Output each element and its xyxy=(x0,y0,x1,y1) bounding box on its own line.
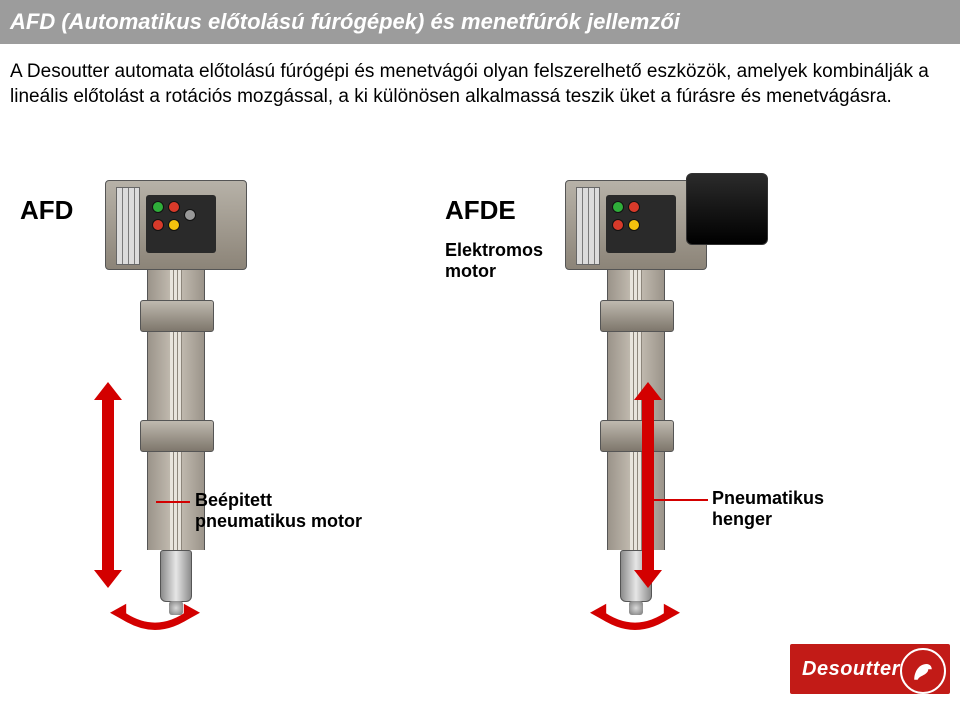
vertical-arrow-icon xyxy=(102,400,114,570)
intro-paragraph: A Desoutter automata előtolású fúrógépi … xyxy=(10,60,940,109)
title-bar: AFD (Automatikus előtolású fúrógépek) és… xyxy=(0,0,960,44)
afde-column xyxy=(607,270,665,550)
electric-motor-icon xyxy=(686,173,768,245)
leader-line xyxy=(652,499,708,501)
leader-line xyxy=(156,501,190,503)
indicator-dot xyxy=(612,201,624,213)
afd-head xyxy=(105,180,247,270)
annot-text: motor xyxy=(445,261,496,281)
afd-control-panel xyxy=(146,195,216,253)
indicator-dot xyxy=(628,219,640,231)
afde-guide-rods xyxy=(576,187,600,265)
indicator-dot xyxy=(152,201,164,213)
indicator-dot xyxy=(168,219,180,231)
indicator-dot xyxy=(168,201,180,213)
rotation-arrow-icon xyxy=(590,602,680,638)
logo-text: Desoutter xyxy=(802,658,900,681)
afde-top-annotation: Elektromos motor xyxy=(445,240,543,281)
afde-mid-block xyxy=(600,300,674,332)
afd-guide-rods xyxy=(116,187,140,265)
indicator-dot xyxy=(612,219,624,231)
indicator-dot xyxy=(628,201,640,213)
afd-device xyxy=(105,180,247,602)
annot-text: Pneumatikus xyxy=(712,488,824,508)
afde-label: AFDE xyxy=(445,195,516,226)
annot-text: Beépitett xyxy=(195,490,272,510)
annot-text: henger xyxy=(712,509,772,529)
annot-text: pneumatikus motor xyxy=(195,511,362,531)
afde-control-panel xyxy=(606,195,676,253)
indicator-dot xyxy=(184,209,196,221)
afde-lower-block xyxy=(600,420,674,452)
logo-horse-icon xyxy=(900,648,946,694)
page-title: AFD (Automatikus előtolású fúrógépek) és… xyxy=(0,9,680,35)
annot-text: Elektromos xyxy=(445,240,543,260)
afd-chuck xyxy=(160,550,192,602)
indicator-dot xyxy=(152,219,164,231)
desoutter-logo: Desoutter xyxy=(790,644,950,694)
afd-label: AFD xyxy=(20,195,73,226)
afde-side-annotation: Pneumatikus henger xyxy=(712,488,824,529)
afd-annotation: Beépitett pneumatikus motor xyxy=(195,490,362,531)
afd-mid-block xyxy=(140,300,214,332)
vertical-arrow-icon xyxy=(642,400,654,570)
rotation-arrow-icon xyxy=(110,602,200,638)
afd-lower-block xyxy=(140,420,214,452)
afde-head xyxy=(565,180,707,270)
